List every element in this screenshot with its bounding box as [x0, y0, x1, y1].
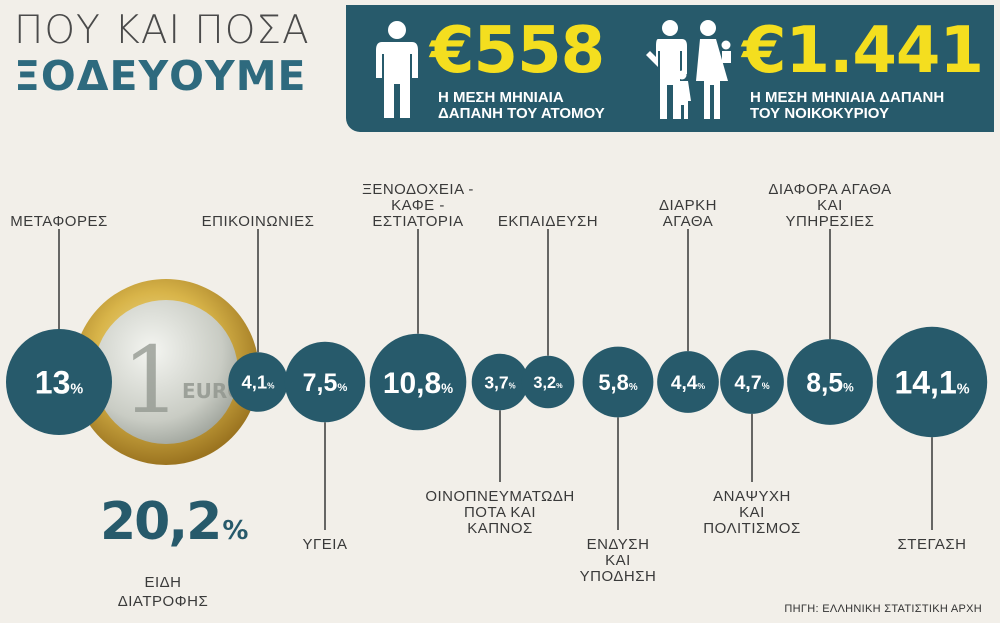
cat-4-label-1: ΠΟΤΑ ΚΑΙ: [464, 504, 536, 521]
cat-2-value: 7,5%: [303, 369, 348, 397]
cat-10-label-0: ΣΤΕΓΑΣΗ: [898, 536, 967, 553]
cat-6-label-0: ΕΝΔΥΣΗ: [587, 536, 650, 553]
food-label-1: ΕΙΔΗ: [144, 574, 182, 591]
title-line1: ΠΟΥ ΚΑΙ ΠΟΣΑ: [14, 8, 310, 53]
euro-coin: 1 EURO: [73, 279, 259, 465]
cat-5-label-0: ΕΚΠΑΙΔΕΥΣΗ: [498, 213, 598, 230]
cat-10-value: 14,1%: [894, 365, 969, 401]
title-line2: ΞΟΔΕΥΟΥΜΕ: [14, 52, 307, 100]
household-caption-1: Η ΜΕΣΗ ΜΗΝΙΑΙΑ ΔΑΠΑΝΗ: [750, 89, 945, 106]
cat-8-bubble: [720, 350, 784, 414]
cat-9-label-1: ΚΑΙ: [817, 197, 843, 214]
cat-6-bubble: [582, 346, 654, 418]
cat-4-label-0: ΟΙΝΟΠΝΕΥΜΑΤΩΔΗ: [425, 488, 574, 505]
cat-3-label-0: ΞΕΝΟΔΟΧΕΙΑ -: [362, 181, 474, 198]
coin-inner: [94, 300, 238, 444]
cat-8-label-1: ΚΑΙ: [739, 504, 765, 521]
household-caption-2: ΤΟΥ ΝΟΙΚΟΚΥΡΙΟΥ: [750, 105, 890, 122]
cat-4-label-2: ΚΑΠΝΟΣ: [467, 520, 533, 537]
cat-2-bubble: [284, 341, 366, 423]
food-value-number: 20,2: [100, 492, 222, 552]
cat-5-bubble: [521, 355, 575, 409]
cat-9-value: 8,5%: [806, 368, 854, 398]
cat-2-label-0: ΥΓΕΙΑ: [303, 536, 348, 553]
family-icon: [646, 20, 731, 119]
cat-8-label-0: ΑΝΑΨΥΧΗ: [713, 488, 791, 505]
cat-8-value: 4,7%: [734, 372, 769, 394]
cat-5-value: 3,2%: [533, 374, 563, 392]
cat-7-value: 4,4%: [671, 373, 706, 394]
food-value: 20,2%: [100, 496, 248, 548]
cat-3-label-1: ΚΑΦΕ -: [391, 197, 445, 214]
cat-6-label-2: ΥΠΟΔΗΣΗ: [580, 568, 657, 585]
cat-4-value: 3,7%: [484, 372, 515, 392]
person-amount: €558: [430, 14, 605, 88]
cat-0-bubble: [5, 328, 113, 436]
household-amount: €1.441: [742, 14, 984, 88]
summary-banner: €558 Η ΜΕΣΗ ΜΗΝΙΑΙΑ ΔΑΠΑΝΗ ΤΟΥ ΑΤΟΜΟΥ €1…: [346, 5, 994, 132]
person-icon: [376, 21, 418, 118]
cat-0-label-0: ΜΕΤΑΦΟΡΕΣ: [10, 213, 108, 230]
person-caption-1: Η ΜΕΣΗ ΜΗΝΙΑΙΑ: [438, 89, 564, 106]
cat-8-label-2: ΠΟΛΙΤΙΣΜΟΣ: [703, 520, 800, 537]
cat-0-value: 13%: [35, 365, 84, 401]
cat-3-label-2: ΕΣΤΙΑΤΟΡΙΑ: [372, 213, 463, 230]
cat-7-label-1: ΑΓΑΘΑ: [663, 213, 713, 230]
cat-3-bubble: [369, 333, 467, 431]
person-caption-2: ΔΑΠΑΝΗ ΤΟΥ ΑΤΟΜΟΥ: [438, 105, 605, 122]
food-label-2: ΔΙΑΤΡΟΦΗΣ: [117, 593, 209, 610]
food-value-unit: %: [222, 516, 249, 546]
cat-1-bubble: [228, 352, 288, 412]
cat-3-value: 10,8%: [383, 367, 453, 400]
cat-6-value: 5,8%: [598, 370, 638, 395]
cat-9-label-0: ΔΙΑΦΟΡΑ ΑΓΑΘΑ: [768, 181, 891, 198]
cat-10-bubble: [876, 326, 988, 438]
cat-6-label-1: ΚΑΙ: [605, 552, 631, 569]
source-note: ΠΗΓΗ: ΕΛΛΗΝΙΚΗ ΣΤΑΤΙΣΤΙΚΗ ΑΡΧΗ: [784, 603, 982, 615]
cat-1-label-0: ΕΠΙΚΟΙΝΩΝΙΕΣ: [202, 213, 315, 230]
cat-9-bubble: [787, 339, 873, 425]
cat-9-label-2: ΥΠΗΡΕΣΙΕΣ: [786, 213, 875, 230]
cat-1-value: 4,1%: [241, 372, 275, 393]
cat-7-label-0: ΔΙΑΡΚΗ: [659, 197, 717, 214]
cat-4-bubble: [471, 353, 529, 411]
cat-7-bubble: [657, 351, 719, 413]
coin-one-glyph: 1: [122, 327, 181, 434]
